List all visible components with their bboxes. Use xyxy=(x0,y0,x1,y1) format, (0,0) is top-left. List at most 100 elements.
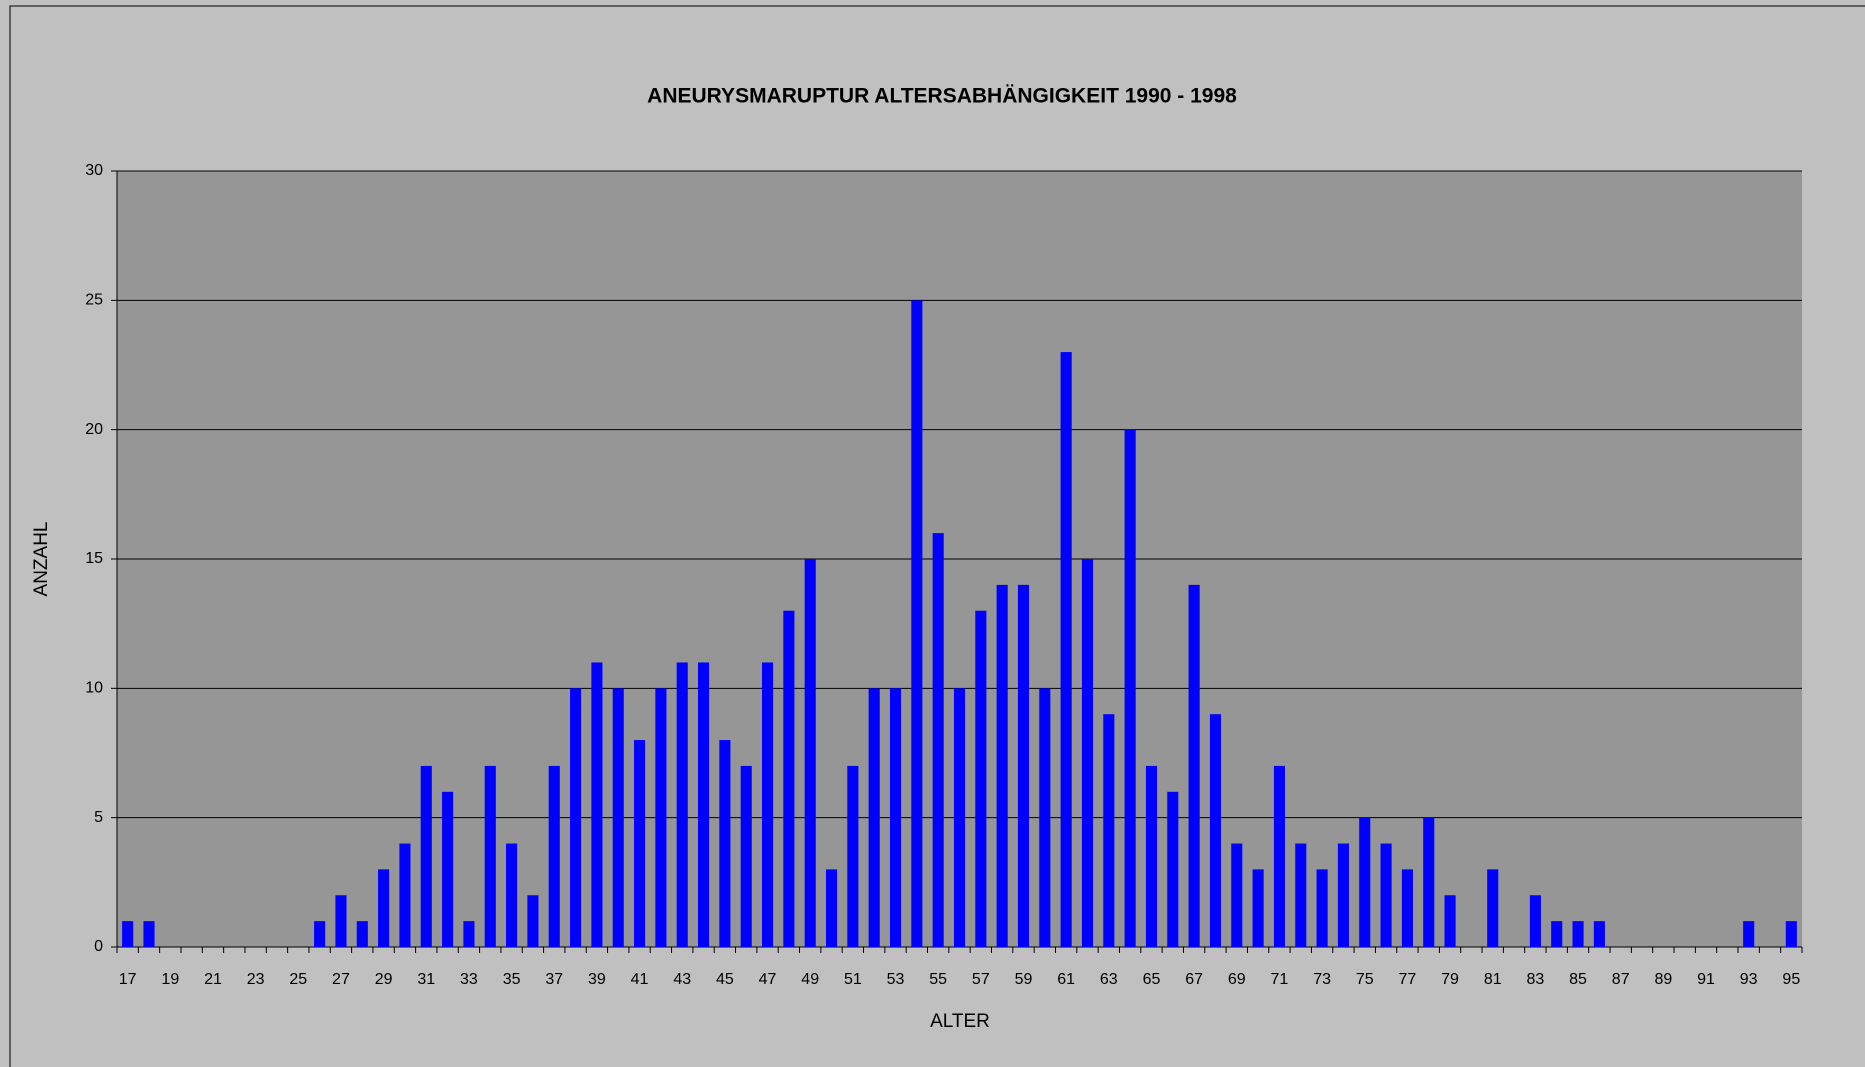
bar xyxy=(143,921,155,947)
bar xyxy=(953,688,966,947)
bar xyxy=(1039,688,1051,947)
bar xyxy=(1316,869,1328,947)
bar xyxy=(1551,921,1563,947)
bar xyxy=(591,662,603,947)
x-tick-label: 39 xyxy=(588,971,606,988)
bar xyxy=(442,791,454,947)
bar xyxy=(719,740,731,947)
x-tick-label: 33 xyxy=(460,971,478,988)
x-tick-label: 77 xyxy=(1399,971,1417,988)
bar xyxy=(506,843,518,947)
bar xyxy=(996,584,1008,947)
x-tick-label: 29 xyxy=(375,971,393,988)
bar xyxy=(1337,843,1349,947)
x-tick-label: 63 xyxy=(1100,971,1118,988)
bar xyxy=(1593,921,1605,947)
x-tick-label: 87 xyxy=(1612,971,1630,988)
y-axis-label: ANZAHL xyxy=(31,522,52,597)
bar xyxy=(698,662,710,947)
y-tick-label: 0 xyxy=(94,938,103,955)
x-tick-label: 89 xyxy=(1654,971,1672,988)
bar xyxy=(1081,559,1094,947)
bar xyxy=(1529,895,1541,947)
bar xyxy=(1252,869,1264,947)
bar xyxy=(911,300,923,947)
x-tick-label: 79 xyxy=(1441,971,1459,988)
bar xyxy=(335,895,347,947)
y-tick-label: 30 xyxy=(85,162,103,179)
bar xyxy=(314,921,326,947)
bar xyxy=(122,921,134,947)
bar xyxy=(740,765,752,947)
x-tick-label: 37 xyxy=(545,971,563,988)
x-tick-label: 47 xyxy=(759,971,777,988)
bar xyxy=(1209,714,1221,947)
bar xyxy=(484,765,496,947)
x-tick-label: 35 xyxy=(503,971,521,988)
bar xyxy=(527,895,539,947)
x-tick-label: 61 xyxy=(1057,971,1075,988)
y-tick-label: 5 xyxy=(94,809,103,826)
bar xyxy=(676,662,688,947)
bar xyxy=(1444,895,1456,947)
y-tick-label: 25 xyxy=(85,292,103,309)
x-tick-label: 75 xyxy=(1356,971,1374,988)
bar xyxy=(1167,791,1179,947)
bar xyxy=(548,765,560,947)
bar xyxy=(889,688,902,947)
bar xyxy=(761,662,774,947)
bar xyxy=(932,533,944,947)
x-tick-label: 71 xyxy=(1271,971,1289,988)
bar xyxy=(1572,921,1584,947)
bar xyxy=(1231,843,1243,947)
bar xyxy=(1359,817,1371,947)
x-tick-label: 95 xyxy=(1782,971,1800,988)
bar xyxy=(1017,584,1030,947)
bar xyxy=(655,688,667,947)
x-tick-label: 83 xyxy=(1526,971,1544,988)
bar xyxy=(1785,921,1797,947)
bar xyxy=(356,921,368,947)
y-tick-label: 20 xyxy=(85,421,103,438)
bar xyxy=(1103,714,1115,947)
bar xyxy=(975,610,987,947)
x-tick-label: 93 xyxy=(1740,971,1758,988)
x-tick-label: 69 xyxy=(1228,971,1246,988)
x-tick-label: 65 xyxy=(1143,971,1161,988)
x-tick-label: 41 xyxy=(631,971,649,988)
bar xyxy=(1188,584,1200,947)
x-tick-label: 45 xyxy=(716,971,734,988)
bar xyxy=(1273,765,1285,947)
x-tick-label: 53 xyxy=(887,971,905,988)
bar xyxy=(399,843,411,947)
chart-title: ANEURYSMARUPTUR ALTERSABHÄNGIGKEIT 1990 … xyxy=(647,85,1237,108)
y-tick-label: 10 xyxy=(85,680,103,697)
x-tick-label: 21 xyxy=(204,971,222,988)
bar xyxy=(420,765,432,947)
x-tick-label: 19 xyxy=(161,971,179,988)
bar xyxy=(1145,765,1158,947)
bar xyxy=(634,740,646,947)
x-tick-label: 49 xyxy=(801,971,819,988)
bar xyxy=(1423,817,1435,947)
x-tick-label: 51 xyxy=(844,971,862,988)
x-tick-label: 85 xyxy=(1569,971,1587,988)
bar xyxy=(1743,921,1755,947)
x-tick-label: 73 xyxy=(1313,971,1331,988)
bar xyxy=(1380,843,1392,947)
x-axis-label: ALTER xyxy=(930,1011,990,1032)
bar xyxy=(463,921,475,947)
x-tick-label: 17 xyxy=(119,971,137,988)
bar xyxy=(1060,352,1072,948)
x-tick-label: 55 xyxy=(929,971,947,988)
x-tick-label: 67 xyxy=(1185,971,1203,988)
bar xyxy=(868,688,880,947)
x-tick-label: 27 xyxy=(332,971,350,988)
bar xyxy=(1487,869,1499,947)
x-tick-label: 91 xyxy=(1697,971,1715,988)
bar xyxy=(847,765,859,947)
x-tick-label: 31 xyxy=(417,971,435,988)
x-tick-label: 23 xyxy=(247,971,265,988)
bar xyxy=(825,869,838,947)
